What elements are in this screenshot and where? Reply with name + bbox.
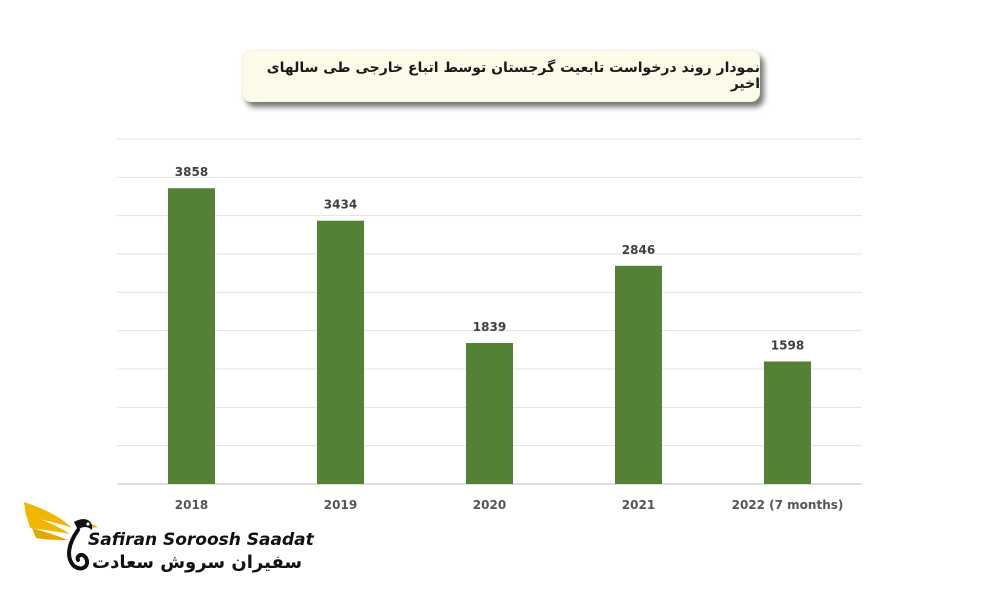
bar [317, 220, 364, 484]
x-tick-label: 2019 [324, 498, 357, 512]
x-tick-label: 2022 (7 months) [732, 498, 844, 512]
bar [615, 265, 662, 484]
bar [168, 188, 215, 484]
bar [764, 361, 811, 484]
x-tick-label: 2018 [175, 498, 208, 512]
chart-title: نمودار روند درخواست تابعیت گرجستان توسط … [266, 60, 760, 92]
x-tick-labels: 2018 2019 2020 2021 2022 (7 months) [175, 498, 844, 512]
data-label: 3858 [175, 165, 208, 179]
data-label: 2846 [622, 243, 655, 257]
bars [168, 188, 811, 484]
bird-logo-icon [24, 502, 98, 571]
data-label: 1598 [771, 338, 804, 352]
logo-name-persian: سفیران سروش سعادت [92, 552, 303, 573]
bar [466, 343, 513, 484]
logo-name-english: Safiran Soroosh Saadat [88, 530, 314, 550]
chart-title-box: نمودار روند درخواست تابعیت گرجستان توسط … [242, 50, 760, 102]
company-logo: Safiran Soroosh Saadat سفیران سروش سعادت [22, 494, 314, 584]
x-tick-label: 2020 [473, 498, 506, 512]
data-label: 3434 [324, 198, 357, 212]
x-tick-label: 2021 [622, 498, 655, 512]
data-labels: 3858 3434 1839 2846 1598 [175, 165, 804, 352]
data-label: 1839 [473, 320, 506, 334]
